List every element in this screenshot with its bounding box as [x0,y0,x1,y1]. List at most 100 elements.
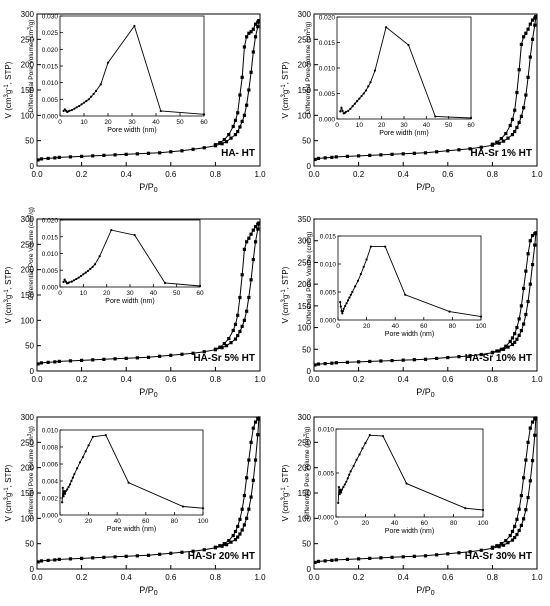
inset-x-tick-label: 20 [104,119,112,126]
x-tick-label: 0.6 [165,170,177,179]
isotherm-point [227,336,231,341]
inset-x-tick-label: 60 [467,122,475,129]
isotherm-point [251,478,255,482]
inset-chart: 0 10 20 30 40 50 60 0.000 0.005 0.010 0.015 0.020 0.… [27,14,208,135]
x-axis-label: P/P0 [139,387,158,399]
isotherm-point [124,356,128,360]
x-tick-label: 0.2 [353,170,365,179]
inset-y-tick-label: 0.020 [42,47,59,54]
pore-distribution-point [340,488,343,491]
isotherm-point [530,18,535,22]
pore-distribution-point [349,107,352,110]
pore-distribution-point [343,483,346,486]
y-tick-label: 200 [21,61,35,70]
isotherm-point [222,342,226,346]
x-tick-label: 0.8 [210,573,222,582]
pore-distribution-point [356,100,359,103]
isotherm-point [135,554,139,558]
y-axis-label: V (cm3g-1, STP) [281,266,290,323]
inset-frame [337,235,482,321]
isotherm-point [240,119,244,124]
y-tick-label: 250 [298,258,312,267]
isotherm-point [253,420,258,424]
inset-y-tick-label: 0.010 [42,251,59,258]
y-tick-label: 300 [21,215,35,224]
inset-x-tick-label: 40 [391,520,399,527]
pore-distribution-point [385,26,388,29]
inset-x-tick-label: 100 [198,518,209,525]
x-tick-label: 0.2 [76,375,88,384]
isotherm-point [506,345,510,349]
isotherm-point [124,152,128,156]
y-tick-label: 250 [298,438,312,447]
isotherm-point [368,359,372,364]
isotherm-point [91,154,95,158]
isotherm-point [233,132,238,137]
isotherm-point [57,359,61,363]
isotherm-point [522,517,526,521]
pore-distribution-point [90,95,93,98]
isotherm-point [233,118,238,122]
isotherm-point [256,433,260,437]
pore-distribution-point [110,228,113,232]
pore-distribution-point [344,304,347,308]
isotherm-point [180,352,184,356]
x-tick-label: 0.8 [487,375,499,384]
x-tick-label: 0.4 [398,170,410,179]
isotherm-point [323,559,327,563]
isotherm-point [222,542,226,546]
isotherm-point [224,543,229,547]
isotherm-panel: 0.0 0.2 0.4 0.6 0.8 1.0050100150200250300P/P0… [281,413,543,597]
pore-distribution-point [373,69,377,72]
isotherm-point [236,111,240,115]
isotherm-point [522,476,526,480]
isotherm-point [218,544,222,548]
isotherm-point [517,120,521,125]
isotherm-point [379,153,383,157]
pore-distribution-point [448,310,451,313]
pore-distribution-point [63,492,67,495]
isotherm-point [412,151,416,155]
isotherm-point [202,548,206,552]
isotherm-point [504,539,508,543]
y-tick-label: 150 [21,489,35,498]
pore-distribution-point [82,273,85,276]
pore-distribution-point [341,109,344,112]
isotherm-point [510,132,515,137]
inset-chart: 0 10 20 30 40 50 60 0.000 0.005 0.010 0.015 0.020 Po… [27,207,204,305]
isotherm-point [515,125,519,130]
pore-distribution-point [340,491,343,494]
isotherm-point [213,545,217,549]
pore-distribution-point [77,276,80,279]
isotherm-point [213,143,217,147]
inset-x-axis-label: Pore width (nm) [385,331,434,338]
y-tick-label: 50 [302,137,311,146]
isotherm-panel: 0.0 0.2 0.4 0.6 0.8 1.0050100150200250300P/P0… [4,413,266,597]
isotherm-point [249,30,253,34]
isotherm-point [253,22,258,26]
isotherm-point [495,140,499,144]
isotherm-point [506,136,510,140]
isotherm-point [446,149,450,153]
pore-distribution-point [346,299,350,302]
pore-distribution-point [362,92,365,95]
isotherm-point [330,155,334,159]
pore-distribution-line [337,434,484,511]
isotherm-point [202,350,206,354]
isotherm-point [524,93,528,97]
isotherm-point [249,70,253,74]
isotherm-point [313,157,317,162]
pore-distribution-point [340,106,343,109]
isotherm-point [191,351,195,355]
isotherm-point [501,347,506,351]
isotherm-point [510,342,515,347]
isotherm-point [390,358,394,363]
isotherm-point [519,493,523,498]
isotherm-panel: 0.0 0.2 0.4 0.6 0.8 1.0050100150200250300P/P0… [281,10,543,194]
isotherm-point [528,426,532,430]
isotherm-point [46,360,50,364]
isotherm-point [530,458,535,463]
x-tick-label: 0.8 [487,170,499,179]
inset-x-tick-label: 30 [128,119,136,126]
